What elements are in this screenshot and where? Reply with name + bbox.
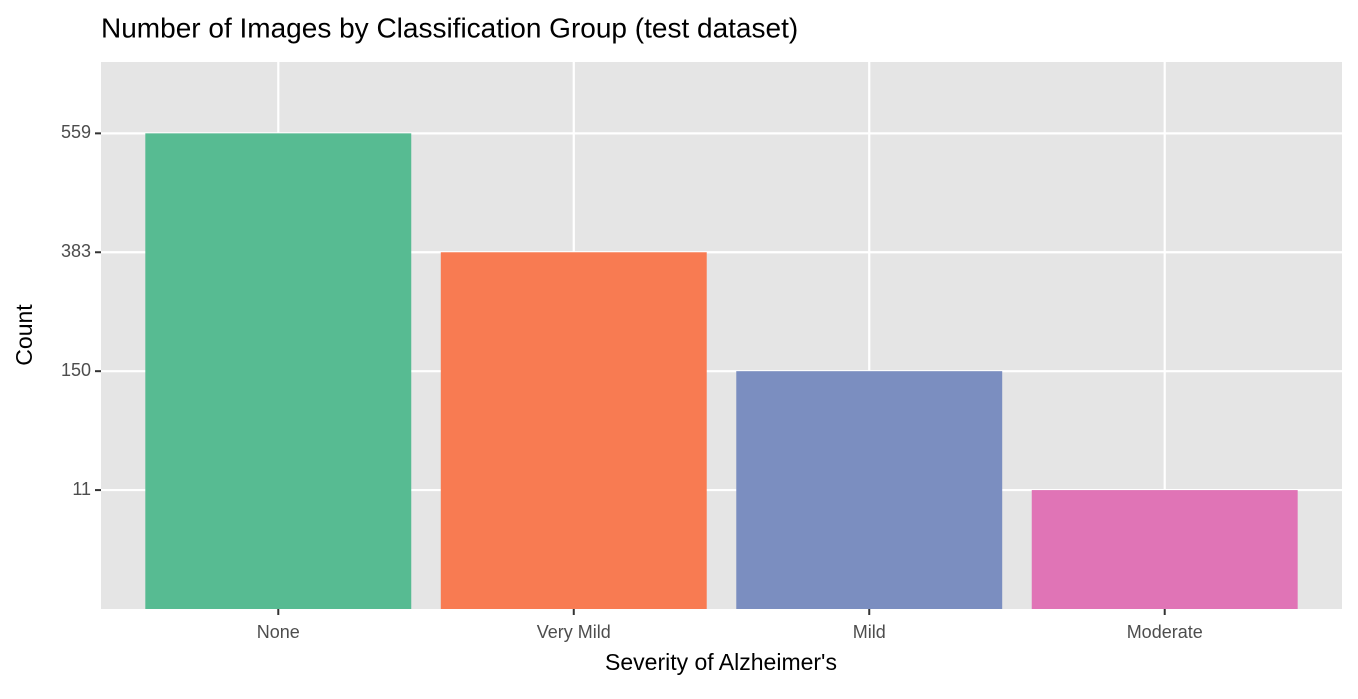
chart-title: Number of Images by Classification Group… — [101, 12, 798, 43]
bar — [440, 252, 707, 609]
y-tick-label: 559 — [61, 122, 91, 142]
bar — [736, 371, 1003, 609]
y-tick-label: 11 — [72, 479, 91, 499]
x-tick-label: Moderate — [1127, 622, 1203, 642]
y-tick-label: 150 — [61, 360, 91, 380]
x-tick-label: Mild — [853, 622, 886, 642]
x-axis-title: Severity of Alzheimer's — [605, 649, 837, 675]
bar — [145, 133, 412, 609]
x-tick-label: None — [257, 622, 300, 642]
y-tick-label: 383 — [61, 241, 91, 261]
bar — [1031, 490, 1298, 609]
x-tick-label: Very Mild — [537, 622, 611, 642]
y-axis-title: Count — [11, 304, 37, 366]
bars — [145, 133, 1298, 609]
